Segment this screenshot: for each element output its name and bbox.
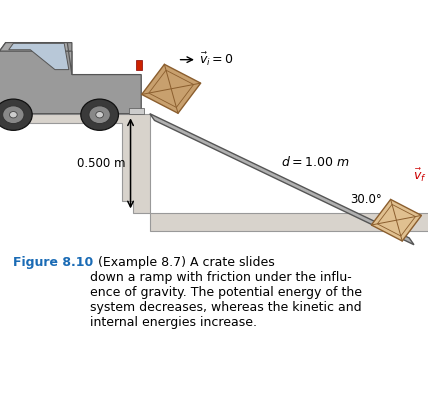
Circle shape [0,99,32,130]
Polygon shape [9,43,69,70]
Polygon shape [372,199,422,241]
Text: $\vec{v}_i = 0$: $\vec{v}_i = 0$ [199,51,234,68]
Bar [129,108,144,113]
Circle shape [81,99,119,130]
Polygon shape [0,113,150,213]
Circle shape [89,106,110,124]
Text: $d = 1.00$ m: $d = 1.00$ m [281,156,349,170]
Text: Figure 8.10: Figure 8.10 [13,256,93,269]
Polygon shape [0,43,141,113]
Bar [136,60,142,70]
Circle shape [9,111,17,118]
Text: 30.0°: 30.0° [351,193,382,206]
Text: $\vec{v}_f$: $\vec{v}_f$ [413,166,427,184]
Polygon shape [142,64,201,113]
Polygon shape [150,213,428,231]
Text: 0.500 m: 0.500 m [77,157,125,170]
Text: (Example 8.7) A crate slides
down a ramp with friction under the influ-
ence of : (Example 8.7) A crate slides down a ramp… [89,256,362,329]
Polygon shape [150,113,414,245]
Circle shape [96,111,104,118]
Circle shape [3,106,24,124]
Polygon shape [0,43,72,75]
